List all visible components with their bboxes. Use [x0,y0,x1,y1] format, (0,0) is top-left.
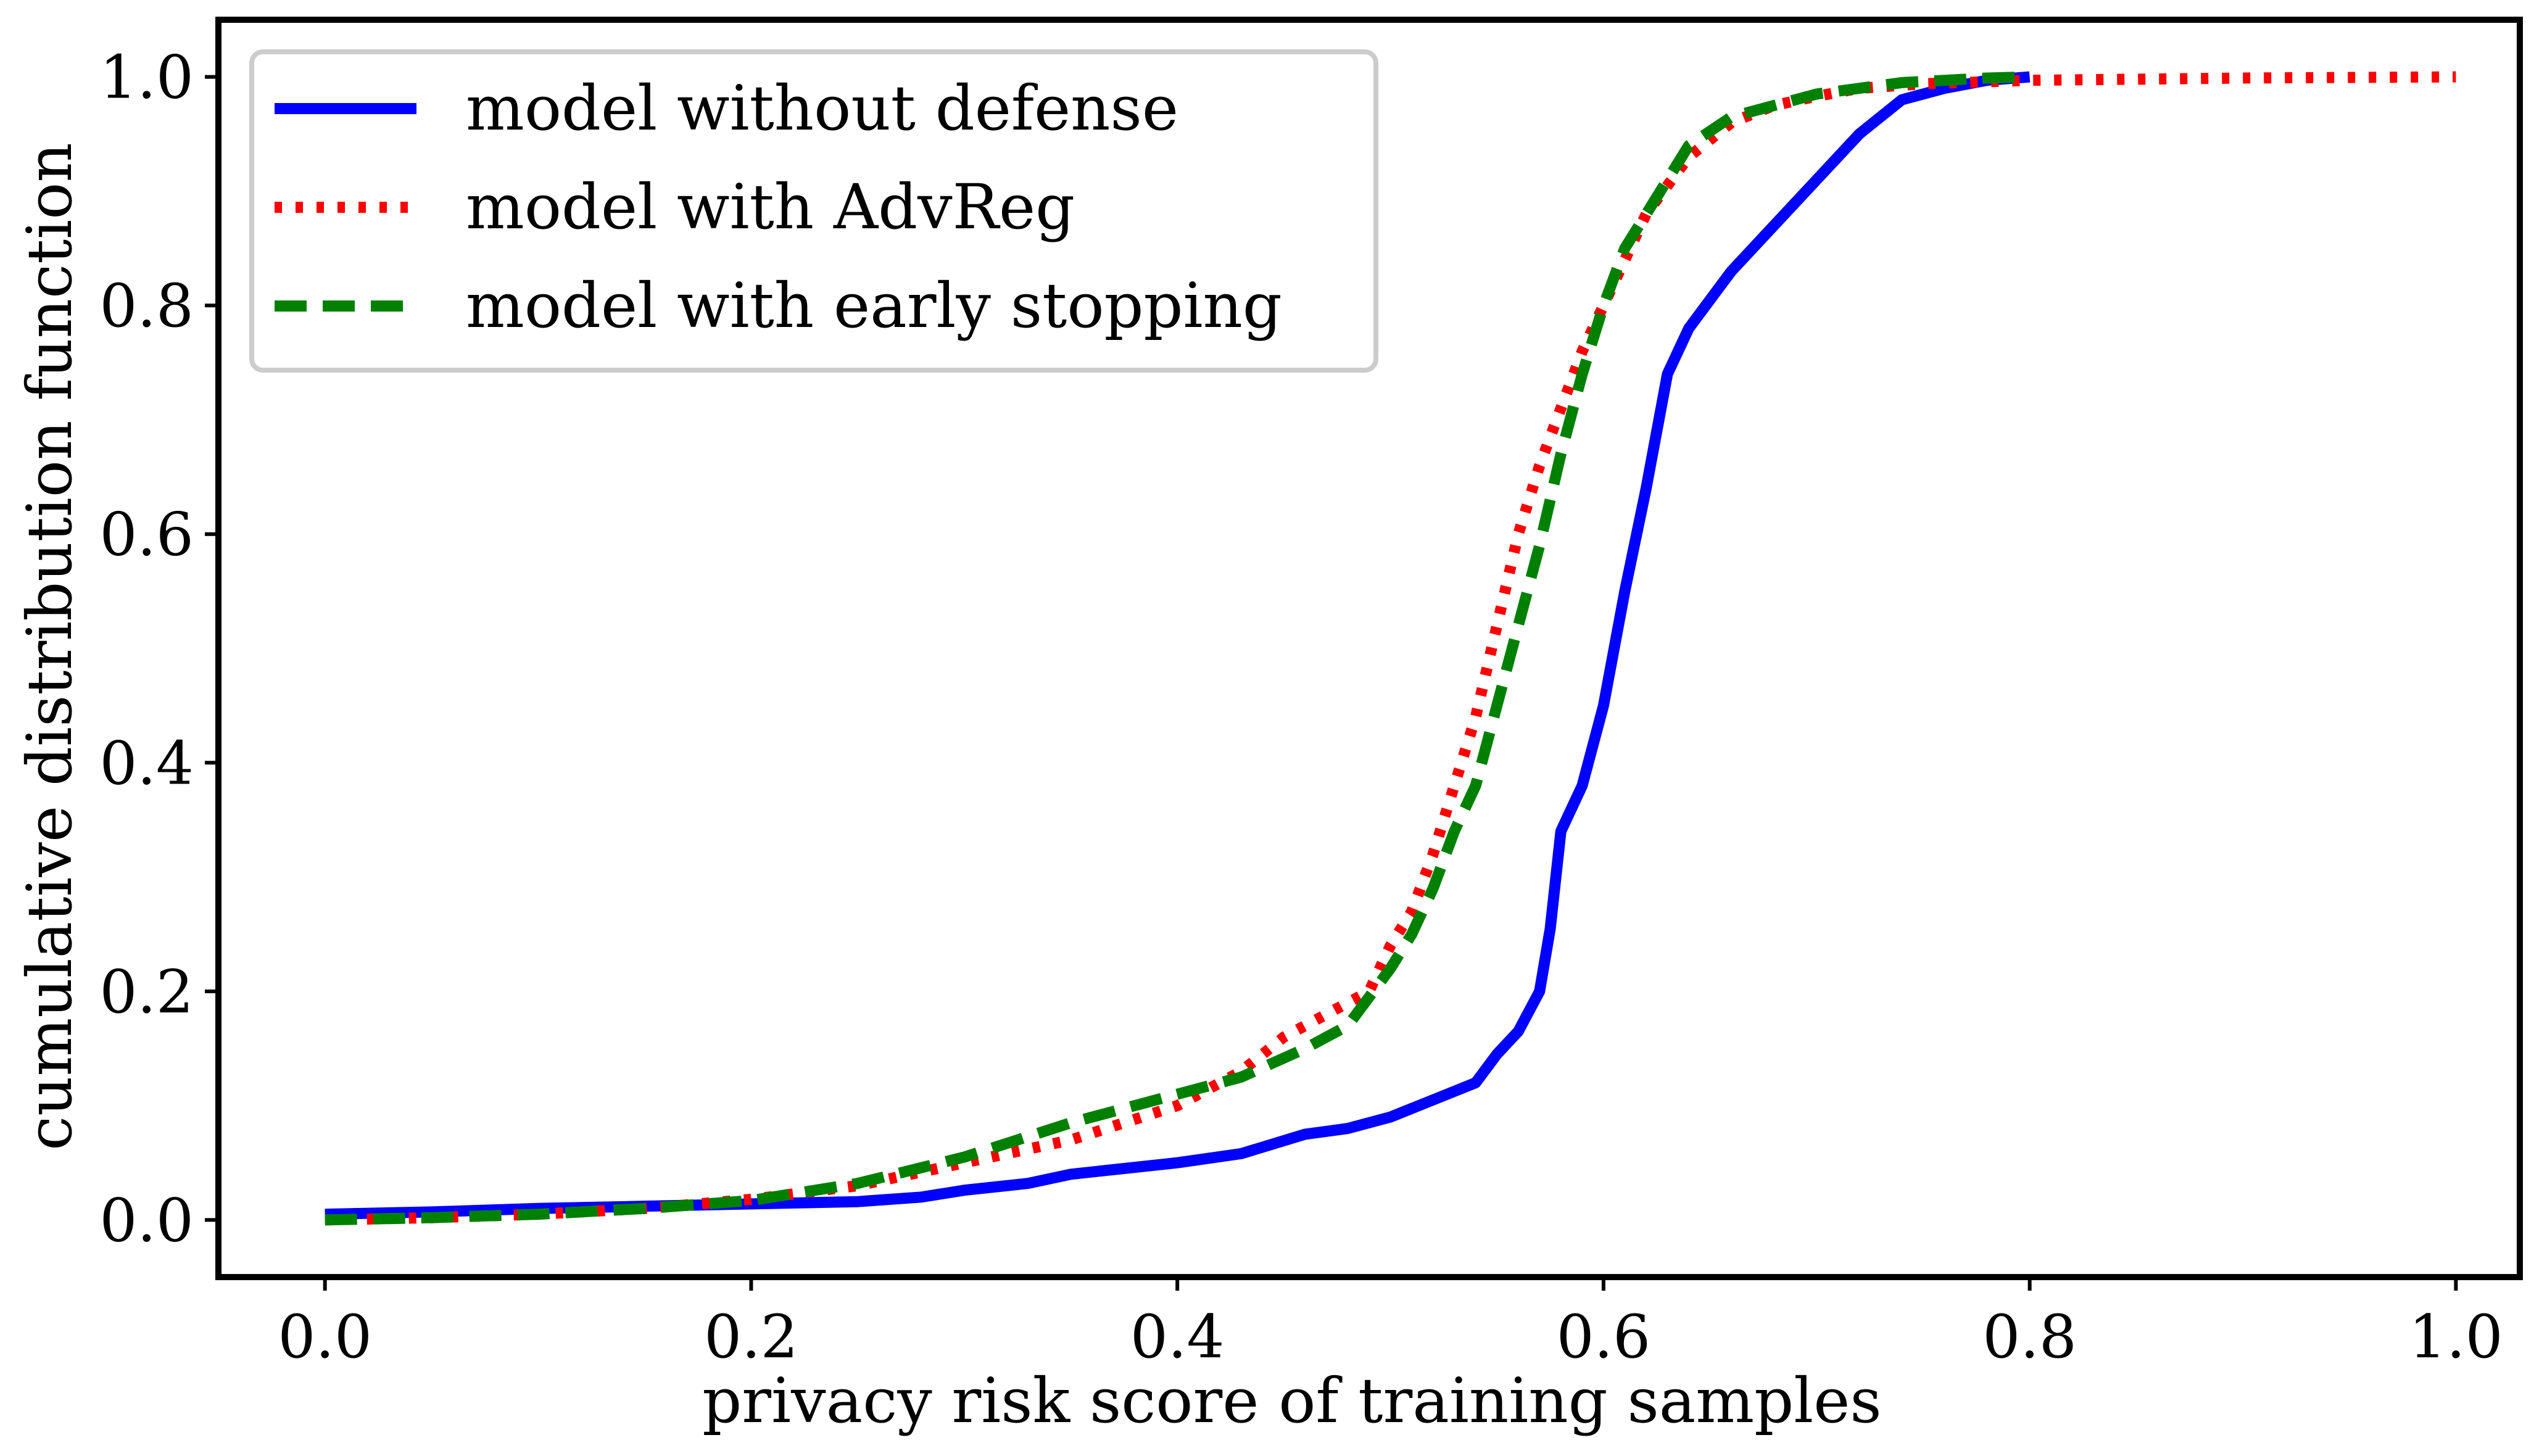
x-tick-label: 0.6 [1557,1302,1651,1371]
x-axis: 0.0 0.2 0.4 0.6 0.8 1.0 [278,1277,2503,1371]
y-tick-label: 0.0 [99,1186,194,1255]
y-tick-label: 0.2 [99,958,194,1027]
y-axis: 0.0 0.2 0.4 0.6 0.8 1.0 [99,43,218,1255]
series-line-3 [325,71,2030,1226]
y-tick-label: 0.6 [99,500,194,569]
x-tick-label: 0.0 [278,1302,372,1371]
x-tick-label: 0.8 [1982,1302,2077,1371]
x-tick-label: 1.0 [2409,1302,2503,1371]
x-axis-label: privacy risk score of training samples [702,1365,1881,1437]
legend-label-1: model without defense [466,72,1178,144]
x-tick-label: 0.2 [704,1302,798,1371]
y-axis-label: cumulative distribution function [14,143,86,1151]
legend-label-3: model with early stopping [466,270,1282,342]
y-tick-label: 0.4 [99,729,194,798]
legend: model without defense model with AdvReg mo… [249,49,1378,373]
legend-label-2: model with AdvReg [466,171,1075,243]
plot-frame [215,17,2523,1280]
legend-box [249,49,1378,373]
y-tick-label: 1.0 [99,43,194,112]
y-tick-label: 0.8 [99,271,194,341]
x-tick-label: 0.4 [1130,1302,1225,1371]
plot-lines [325,71,2456,1226]
series-line-1 [325,71,2031,1220]
